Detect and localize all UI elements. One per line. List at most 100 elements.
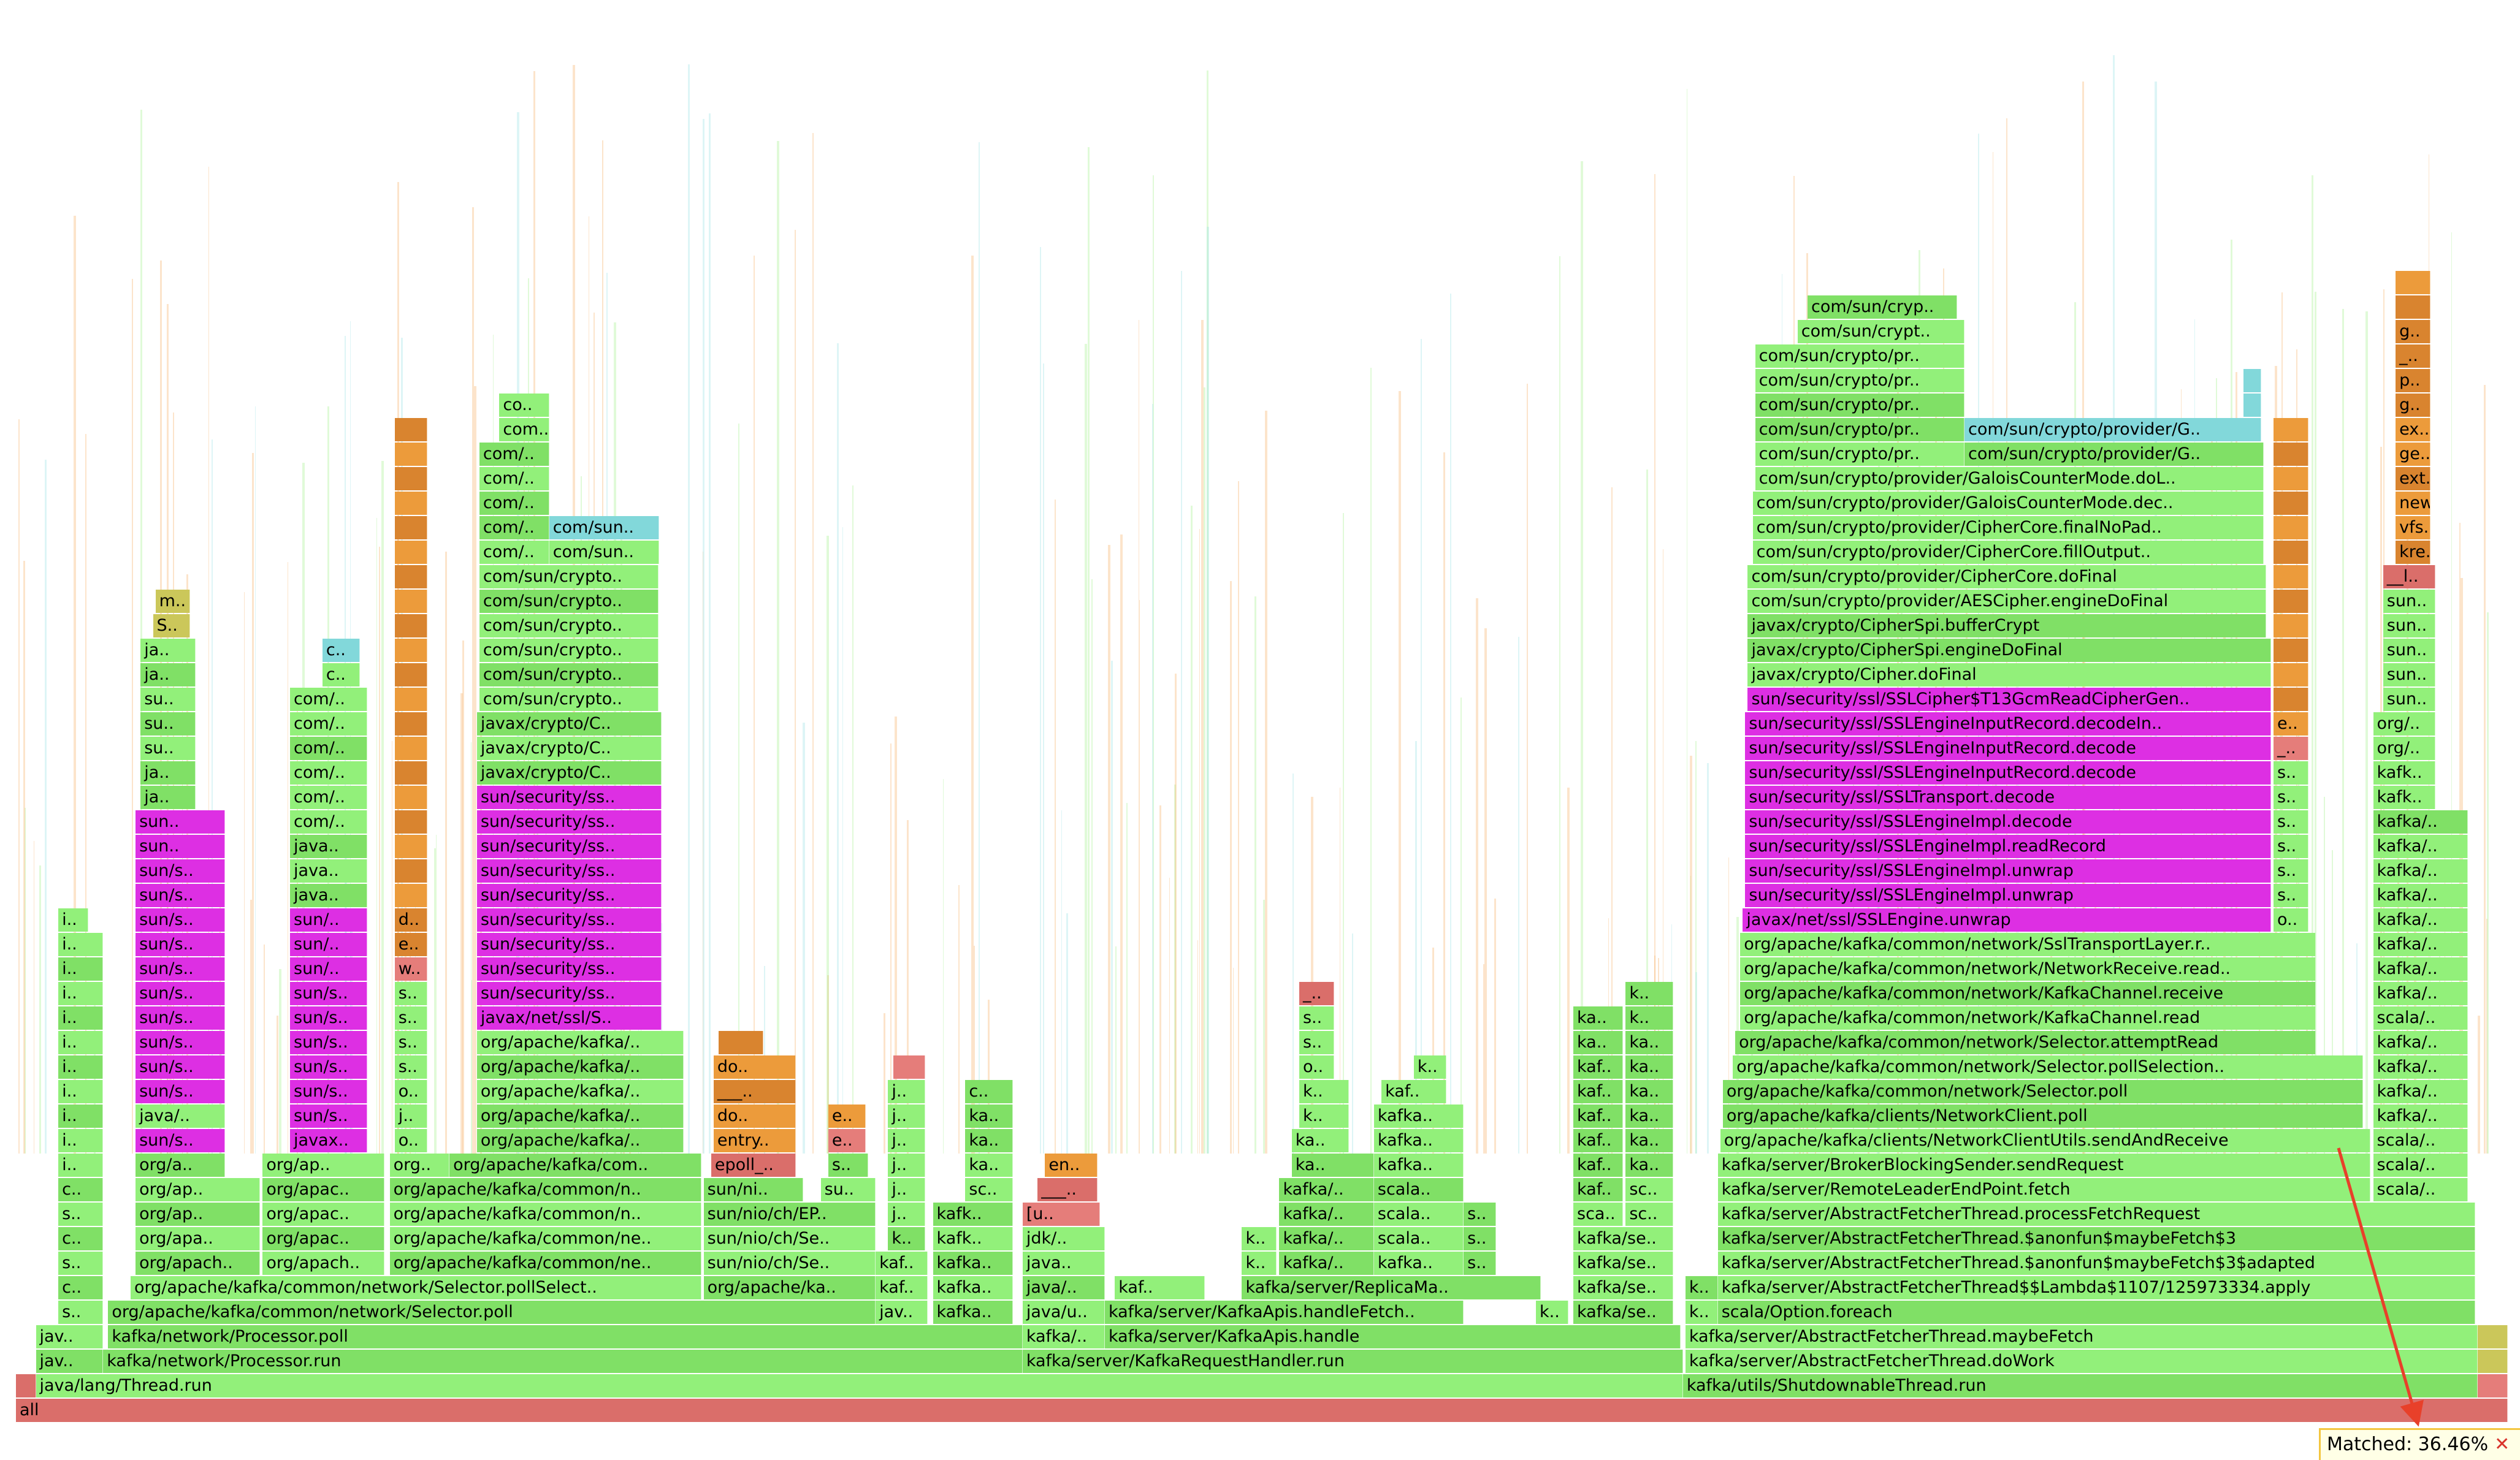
flame-frame[interactable]: k.. [1685,1301,1718,1324]
flame-frame[interactable]: org/apache/kafka/clients/NetworkClient.p… [1722,1105,2364,1128]
flame-frame[interactable]: sun/s.. [136,1055,226,1079]
flame-frame[interactable]: sun/security/ssl/SSLEngineInputRecord.de… [1745,761,2271,785]
flame-frame[interactable] [2243,369,2261,392]
flame-frame[interactable] [394,541,427,564]
flame-frame[interactable]: kafka/.. [1022,1325,1105,1348]
flame-frame[interactable]: kafka/.. [1279,1252,1374,1275]
flame-frame[interactable]: s.. [1299,1031,1334,1054]
flame-frame[interactable]: i.. [58,1154,104,1177]
flame-frame[interactable]: entry.. [713,1129,796,1152]
flame-frame[interactable]: sun/security/ss.. [476,835,662,858]
flame-frame[interactable]: i.. [58,1129,104,1152]
flame-frame[interactable]: i.. [58,1105,104,1128]
flame-frame[interactable]: kafka/server/RemoteLeaderEndPoint.fetch [1717,1178,2371,1201]
flame-frame[interactable] [2273,590,2308,613]
flame-frame[interactable] [394,614,427,637]
flame-frame[interactable]: org/apache/kafka/common/network/NetworkR… [1740,957,2316,981]
flame-frame[interactable]: c.. [965,1080,1013,1103]
flame-frame[interactable]: com/sun/cryp.. [1808,295,1957,319]
flame-frame[interactable]: o.. [2273,908,2308,932]
flame-frame[interactable]: kafka/.. [1279,1227,1374,1250]
flame-frame[interactable]: org/apache/kafka/.. [476,1080,684,1103]
flame-frame[interactable]: su.. [140,688,196,711]
flame-frame[interactable]: sun/s.. [136,957,226,981]
flame-frame[interactable]: com/sun/crypto/provider/GaloisCounterMod… [1755,467,2264,490]
flame-frame[interactable]: g.. [2396,394,2430,417]
flame-frame[interactable]: i.. [58,957,104,981]
flame-frame[interactable]: scala/Option.foreach [1717,1301,2476,1324]
flame-frame[interactable]: sun/security/ss.. [476,884,662,907]
flame-frame[interactable]: sun/s.. [136,1031,226,1054]
flame-frame[interactable]: org/apache/kafka/common/network/KafkaCha… [1740,1006,2316,1030]
flame-frame[interactable]: jav.. [876,1301,928,1324]
flame-frame[interactable]: kafka/server/AbstractFetcherThread.$anon… [1717,1227,2476,1250]
flame-frame[interactable]: j.. [888,1178,926,1201]
flame-frame[interactable] [2273,614,2308,637]
flame-frame[interactable]: com/.. [479,541,549,564]
flame-frame[interactable]: kafka.. [1373,1129,1464,1152]
flame-frame[interactable] [394,688,427,711]
flame-frame[interactable]: su.. [820,1178,876,1201]
flame-frame[interactable]: org/apach.. [262,1252,385,1275]
flame-frame[interactable]: ka.. [965,1129,1013,1152]
flame-frame[interactable]: javax/crypto/C.. [476,761,662,785]
flame-frame[interactable]: sun/security/ssl/SSLEngineImpl.decode [1745,810,2271,834]
flame-frame[interactable]: com/.. [290,737,367,760]
flame-frame[interactable]: kafk.. [2373,786,2436,809]
flame-frame[interactable]: org/apache/kafka/common/ne.. [389,1252,701,1275]
flame-frame[interactable]: jav.. [36,1350,104,1373]
flame-frame[interactable]: s.. [394,1055,427,1079]
flame-frame[interactable]: s.. [1299,1006,1334,1030]
flame-frame[interactable] [2478,1350,2508,1373]
flame-frame[interactable]: i.. [58,982,104,1005]
flame-frame[interactable]: k.. [1299,1105,1350,1128]
flame-frame[interactable]: i.. [58,908,88,932]
flame-frame[interactable]: sun.. [2383,614,2436,637]
flame-frame[interactable]: i.. [58,1055,104,1079]
flame-frame[interactable]: kafka/server/KafkaApis.handle [1104,1325,1681,1348]
flame-frame[interactable]: ka.. [1625,1129,1673,1152]
flame-frame[interactable]: sun/.. [290,957,367,981]
flame-frame[interactable]: s.. [2273,884,2308,907]
flame-frame[interactable]: scala.. [1373,1203,1464,1226]
flame-frame[interactable]: com/sun/crypto.. [479,614,659,637]
flame-frame[interactable]: S.. [153,614,191,637]
flame-frame[interactable]: s.. [1464,1252,1496,1275]
flame-frame[interactable]: sun/security/ss.. [476,982,662,1005]
flame-frame[interactable]: org/apache/kafka/common/network/SslTrans… [1740,933,2316,956]
flame-frame[interactable]: sun.. [136,810,226,834]
flame-frame[interactable]: sun/s.. [136,1006,226,1030]
flame-frame[interactable]: kafka/server/AbstractFetcherThread.$anon… [1717,1252,2476,1275]
flame-frame[interactable]: kafka/.. [2373,835,2468,858]
flame-frame[interactable]: javax/crypto/CipherSpi.bufferCrypt [1747,614,2266,637]
flame-frame[interactable]: s.. [2273,810,2308,834]
flame-frame[interactable]: _.. [2273,737,2308,760]
flame-frame[interactable]: scala.. [1373,1227,1464,1250]
flame-frame[interactable]: java/.. [136,1105,226,1128]
flame-frame[interactable] [2273,565,2308,588]
flame-frame[interactable]: s.. [1464,1203,1496,1226]
flame-frame[interactable]: sun/security/ssl/SSLEngineInputRecord.de… [1745,712,2271,736]
flame-frame[interactable]: sun/security/ssl/SSLEngineImpl.unwrap [1745,859,2271,883]
flame-frame[interactable]: s.. [2273,761,2308,785]
flame-frame[interactable]: en.. [1045,1154,1098,1177]
flame-frame[interactable]: j.. [888,1080,926,1103]
flame-frame[interactable]: sun/s.. [290,1080,367,1103]
flame-frame[interactable]: ka.. [1625,1105,1673,1128]
flame-frame[interactable]: com/.. [290,712,367,736]
flame-frame[interactable]: _.. [1299,982,1334,1005]
flame-frame[interactable] [394,516,427,539]
flame-frame[interactable]: sun/ni.. [703,1178,804,1201]
flame-frame[interactable]: sun/s.. [290,982,367,1005]
flame-frame[interactable]: k.. [1625,982,1673,1005]
flame-frame[interactable]: kaf.. [876,1276,928,1299]
flame-frame[interactable]: i.. [58,1080,104,1103]
flame-frame[interactable]: ka.. [1625,1080,1673,1103]
flame-frame[interactable]: sun/s.. [290,1031,367,1054]
flame-frame[interactable]: kafka.. [1373,1252,1464,1275]
flame-frame[interactable]: scala/.. [2373,1154,2468,1177]
flame-frame[interactable]: s.. [394,1006,427,1030]
flame-frame[interactable]: kafka/.. [2373,859,2468,883]
flame-frame[interactable] [2273,639,2308,662]
flame-frame[interactable]: i.. [58,1031,104,1054]
